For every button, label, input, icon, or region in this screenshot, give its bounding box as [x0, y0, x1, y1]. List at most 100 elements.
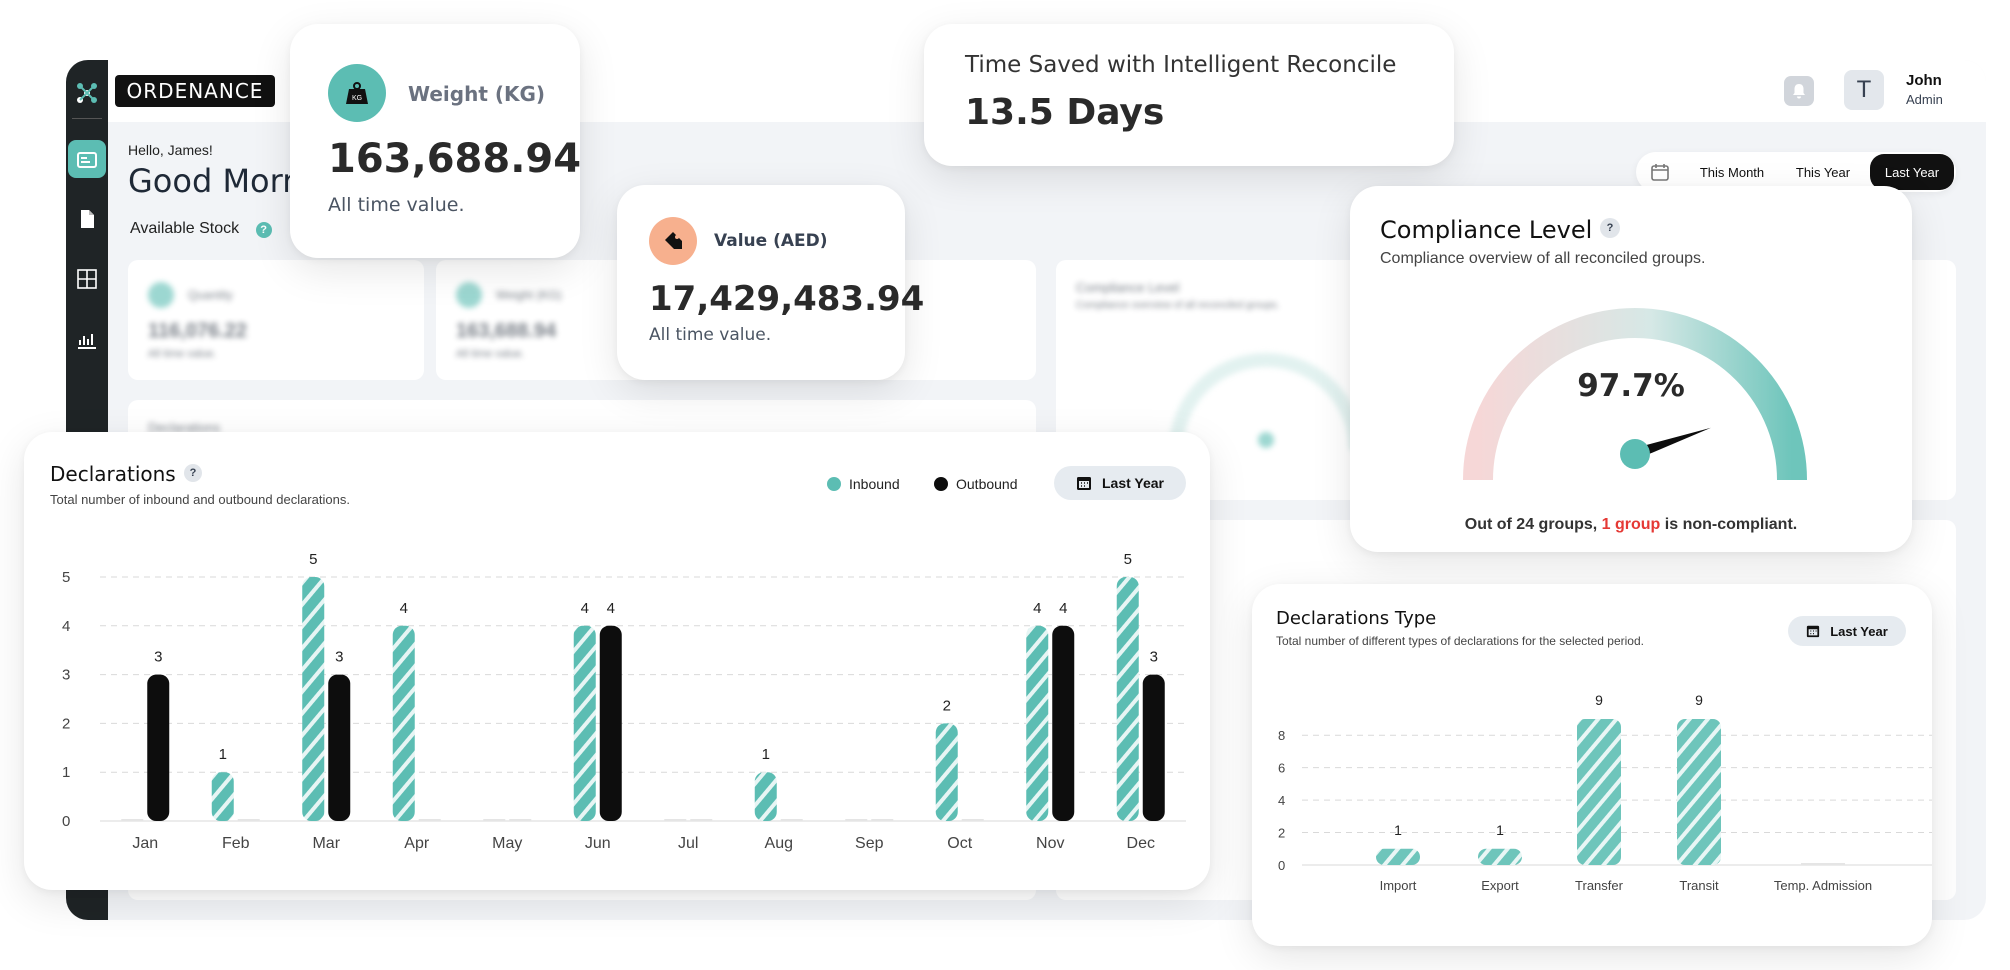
- types-subtitle: Total number of different types of decla…: [1276, 634, 1644, 648]
- data-label: 9: [1695, 692, 1703, 708]
- y-tick-label: 5: [62, 569, 70, 586]
- data-label: 3: [154, 649, 162, 666]
- tab-last-year[interactable]: Last Year: [1870, 154, 1954, 190]
- data-label: 4: [581, 600, 589, 617]
- bar-outbound: [147, 674, 170, 821]
- x-tick-label: Jun: [585, 835, 611, 852]
- bar-inbound: [935, 723, 958, 821]
- weight-label: Weight (KG): [408, 82, 546, 106]
- app-logo-icon[interactable]: [68, 74, 106, 112]
- sidebar-item-analytics[interactable]: [68, 320, 106, 358]
- bar-outbound: [509, 819, 532, 821]
- declarations-type-card: Declarations Type Total number of differ…: [1252, 584, 1932, 946]
- declarations-help-icon[interactable]: ?: [184, 464, 202, 482]
- gauge-needle: [1620, 427, 1711, 469]
- compliance-card: Compliance Level ? Compliance overview o…: [1350, 186, 1912, 552]
- legend-inbound-label: Inbound: [849, 476, 900, 492]
- time-saved-card: Time Saved with Intelligent Reconcile 13…: [924, 24, 1454, 166]
- compliance-title: Compliance Level: [1380, 216, 1593, 244]
- bar: [1478, 848, 1522, 865]
- quantity-panel: Quantity 116,076.22 All time value.: [128, 260, 424, 380]
- y-tick-label: 6: [1278, 761, 1285, 776]
- x-tick-label: Mar: [312, 835, 340, 852]
- data-label: 1: [1496, 822, 1504, 838]
- legend-inbound[interactable]: Inbound: [827, 476, 900, 492]
- x-tick-label: Aug: [765, 835, 793, 852]
- bar-inbound: [1116, 577, 1139, 821]
- bar: [1376, 848, 1420, 865]
- bar-inbound: [211, 772, 234, 821]
- calendar-icon: [1076, 477, 1091, 490]
- sidebar-item-dashboard[interactable]: [68, 140, 106, 178]
- value-card: Value (AED) 17,429,483.94 All time value…: [617, 185, 924, 380]
- bar-inbound: [845, 819, 868, 821]
- compliance-value: 97.7%: [1577, 368, 1685, 404]
- svg-text:KG: KG: [352, 95, 362, 102]
- legend-outbound[interactable]: Outbound: [934, 476, 1018, 492]
- bar-outbound: [961, 819, 984, 821]
- calendar-icon[interactable]: [1650, 162, 1670, 187]
- tab-this-month[interactable]: This Month: [1699, 164, 1765, 180]
- quantity-label: Quantity: [188, 288, 233, 302]
- sidebar-item-documents[interactable]: [68, 200, 106, 238]
- bar-outbound: [599, 625, 622, 821]
- x-tick-label: Transit: [1679, 878, 1719, 893]
- x-tick-label: Sep: [855, 835, 884, 852]
- bar-outbound: [1052, 625, 1075, 821]
- bar-outbound: [690, 819, 713, 821]
- bar-outbound: [1142, 674, 1165, 821]
- y-tick-label: 0: [1278, 858, 1285, 873]
- types-chart: 0 2 4 6 8 Import 1 Export 1 Transfer 9 Transit 9 Temp…: [1278, 692, 1932, 893]
- bar-inbound: [483, 819, 506, 821]
- user-name: John: [1906, 72, 1942, 89]
- data-label: 4: [400, 600, 408, 617]
- period-tabs: This Month This Year Last Year: [1636, 152, 1956, 192]
- bar-inbound: [664, 819, 687, 821]
- x-tick-label: Transfer: [1575, 878, 1624, 893]
- compliance-help-icon[interactable]: ?: [1600, 218, 1620, 238]
- compliance-footer-prefix: Out of 24 groups,: [1464, 516, 1602, 533]
- data-label: 3: [1150, 649, 1158, 666]
- x-tick-label: Import: [1380, 878, 1417, 893]
- compliance-footer-suffix: is non-compliant.: [1660, 516, 1798, 533]
- data-label: 1: [762, 746, 770, 763]
- bar-inbound: [754, 772, 777, 821]
- types-filter-button[interactable]: Last Year: [1788, 616, 1906, 646]
- available-stock-heading: Available Stock ?: [130, 220, 272, 238]
- bar-outbound: [418, 819, 441, 821]
- bar: [1677, 719, 1721, 865]
- hello-text: Hello, James!: [128, 142, 213, 158]
- reconcile-icon: [77, 269, 97, 289]
- avatar[interactable]: T: [1844, 70, 1884, 110]
- weight-sub: All time value.: [456, 348, 525, 360]
- data-label: 1: [219, 746, 227, 763]
- y-tick-label: 0: [62, 813, 70, 830]
- y-tick-label: 4: [62, 618, 70, 635]
- declarations-bg-title: Declarations: [148, 420, 221, 435]
- y-tick-label: 2: [62, 715, 70, 732]
- help-icon[interactable]: ?: [255, 222, 272, 238]
- quantity-sub: All time value.: [148, 348, 217, 360]
- x-tick-label: Oct: [947, 835, 972, 852]
- time-saved-value: 13.5 Days: [965, 92, 1165, 133]
- price-tag-icon: [649, 217, 697, 265]
- compliance-bg-title: Compliance Level: [1076, 280, 1180, 295]
- document-icon: [81, 210, 94, 228]
- x-tick-label: Temp. Admission: [1774, 878, 1872, 893]
- tab-this-year[interactable]: This Year: [1795, 164, 1851, 180]
- sidebar-item-reconcile[interactable]: [68, 260, 106, 298]
- user-role: Admin: [1906, 92, 1943, 107]
- x-tick-label: May: [492, 835, 522, 852]
- app-logo[interactable]: ORDENANCE: [115, 75, 275, 107]
- dashboard-icon: [77, 152, 97, 168]
- compliance-gauge: [1463, 308, 1807, 481]
- notification-bell-icon[interactable]: [1784, 76, 1814, 106]
- data-label: 1: [1394, 822, 1402, 838]
- data-label: 4: [1059, 600, 1067, 617]
- types-filter-label: Last Year: [1830, 623, 1888, 639]
- compliance-bg-sub: Compliance overview of all reconciled gr…: [1076, 300, 1280, 311]
- declarations-filter-button[interactable]: Last Year: [1054, 466, 1186, 500]
- y-tick-label: 1: [62, 764, 70, 781]
- weight-sub: All time value.: [328, 194, 465, 216]
- data-label: 4: [607, 600, 615, 617]
